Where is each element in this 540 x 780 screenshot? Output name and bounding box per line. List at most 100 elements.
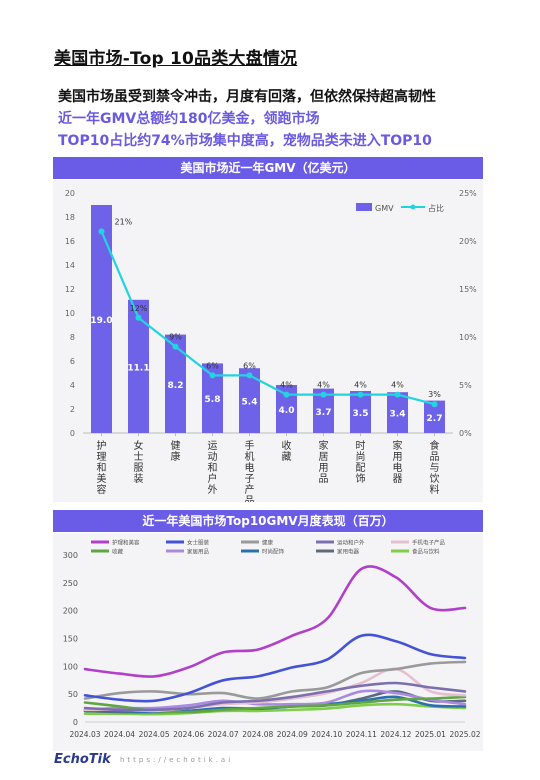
x-tick-label-char: 健 (171, 440, 181, 452)
y2-tick-label: 0% (459, 429, 472, 438)
legend-label: 运动和户外 (337, 539, 365, 547)
x-tick-label-char: 容 (97, 483, 107, 496)
x-tick-label: 2024.07 (208, 730, 239, 739)
x-tick-label-char: 康 (171, 450, 181, 463)
x-tick-label-char: 饮 (430, 472, 440, 485)
bar-value-label: 5.8 (205, 395, 221, 405)
x-tick-label-char: 居 (319, 451, 329, 463)
x-tick-label-char: 饰 (356, 472, 366, 485)
y-tick-label: 150 (63, 635, 78, 644)
gmv-bar-chart: 0 2 4 6 8 10 12 14 16 18 20 0% 5% 10% 15% 20% 25% 19.0 护理和… (65, 189, 477, 507)
share-label: 4% (280, 381, 293, 390)
share-point (246, 372, 253, 379)
x-tick-label-char: 理 (97, 451, 107, 463)
y-tick-label: 250 (63, 579, 78, 588)
page-title: 美国市场-Top 10品类大盘情况 (54, 49, 298, 69)
share-point (283, 391, 290, 398)
footer-url: https://echotik.ai (120, 756, 234, 764)
x-tick-label-char: 士 (134, 450, 144, 463)
bar-value-label: 3.5 (353, 409, 369, 419)
bar (239, 368, 260, 433)
bar-value-label: 3.4 (390, 410, 406, 420)
series-line (83, 660, 467, 700)
y-tick-label: 200 (63, 607, 78, 616)
bar (387, 392, 408, 433)
bar (128, 299, 149, 433)
chart1-title: 美国市场近一年GMV（亿美元） (53, 157, 483, 179)
bar (424, 400, 445, 433)
share-label: 6% (243, 361, 256, 370)
y2-tick-label: 20% (459, 237, 477, 246)
share-point (357, 391, 364, 398)
bar-value-label: 11.1 (127, 363, 149, 373)
x-tick-label-char: 品 (319, 473, 329, 485)
x-tick-label-char: 电 (245, 461, 255, 474)
share-label: 12% (130, 304, 148, 313)
x-tick-label-char: 尚 (356, 450, 366, 463)
legend-label-share: 占比 (428, 203, 444, 213)
headline-1: 美国市场虽受到禁令冲击，月度有回落，但依然保持超高韧性 (58, 89, 436, 105)
share-label: 4% (354, 381, 367, 390)
legend-label-gmv: GMV (375, 204, 394, 213)
chart2-title: 近一年美国市场Top10GMV月度表现（百万） (53, 510, 483, 532)
x-tick-label-char: 外 (208, 484, 218, 496)
x-tick-label-char: 藏 (282, 451, 292, 463)
legend-label: 家居用品 (187, 548, 210, 556)
bar-value-label: 8.2 (168, 381, 184, 391)
share-label: 21% (115, 217, 133, 226)
bar-value-label: 2.7 (427, 414, 443, 424)
share-label: 4% (391, 381, 404, 390)
legend-label: 收藏 (112, 548, 124, 556)
x-tick-label-char: 动 (208, 451, 218, 463)
y-tick-label: 18 (65, 213, 75, 222)
share-point (172, 343, 179, 350)
bar (350, 391, 371, 433)
bar (91, 205, 112, 433)
legend-label: 手机电子产品 (412, 539, 446, 547)
x-tick-label-char: 用 (393, 452, 403, 463)
x-tick-label: 2024.08 (242, 730, 273, 739)
chart1-panel: 0 2 4 6 8 10 12 14 16 18 20 0% 5% 10% 15% 20% 25% 19.0 护理和… (53, 180, 483, 507)
share-label: 4% (317, 381, 330, 390)
y-tick-label: 300 (63, 551, 78, 560)
x-tick-label-char: 品 (430, 451, 440, 463)
share-point (394, 391, 401, 398)
series-line (83, 565, 467, 678)
bar (276, 385, 297, 433)
x-tick-label-char: 产 (245, 483, 255, 496)
share-point (320, 391, 327, 398)
series-line (83, 633, 467, 703)
x-tick-label: 2024.10 (311, 730, 342, 739)
x-tick-label-char: 与 (430, 462, 440, 474)
y-tick-label: 0 (73, 718, 78, 727)
legend-label: 护理和美容 (112, 539, 140, 547)
legend-label: 女士服装 (187, 539, 210, 547)
x-tick-label-char: 装 (134, 472, 144, 485)
y2-tick-label: 5% (459, 381, 472, 390)
y2-tick-label: 15% (459, 285, 477, 294)
y2-tick-label: 10% (459, 333, 477, 342)
headline-3: TOP10占比约74%市场集中度高，宠物品类未进入TOP10 (58, 133, 432, 149)
y-tick-label: 12 (65, 285, 75, 294)
y-tick-label: 4 (70, 381, 75, 390)
y-tick-label: 14 (65, 261, 75, 270)
y-tick-label: 50 (68, 690, 78, 699)
x-tick-label: 2024.05 (139, 730, 170, 739)
chart2-panel: 0 50 100 150 200 250 300 2024.03 2024.04 2024.05 2… (53, 533, 483, 751)
x-tick-label-char: 手 (245, 439, 255, 452)
share-point (135, 314, 142, 321)
x-tick-label-char: 机 (245, 450, 255, 463)
x-tick-label-char: 护 (97, 439, 107, 452)
bar-value-label: 4.0 (279, 406, 295, 416)
x-tick-label: 2024.09 (277, 730, 308, 739)
legend-label: 健康 (262, 539, 274, 547)
legend-label: 家用电器 (337, 548, 360, 556)
x-tick-label-char: 家 (393, 439, 403, 452)
share-label: 6% (206, 361, 219, 370)
bar (165, 334, 186, 433)
bar (202, 363, 223, 433)
x-tick-label-char: 食 (430, 439, 440, 452)
series-line (83, 681, 467, 712)
x-tick-label: 2024.03 (69, 730, 100, 739)
x-tick-label: 2024.11 (346, 730, 377, 739)
